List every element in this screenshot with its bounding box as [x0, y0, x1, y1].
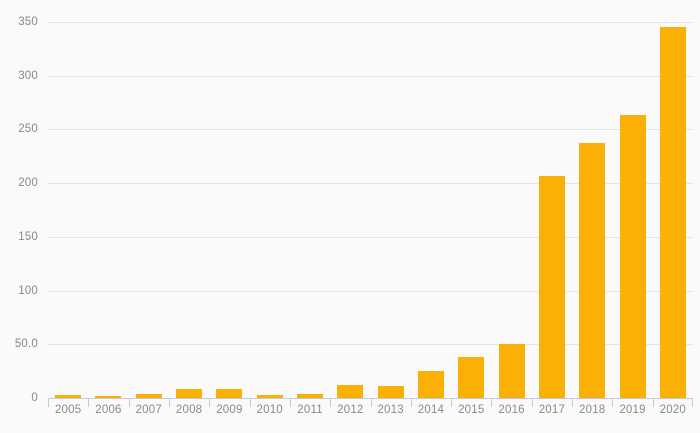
- gridline: [48, 236, 693, 238]
- gridline: [48, 75, 693, 77]
- x-axis-tick-label: 2006: [95, 404, 122, 416]
- x-axis-tick-label: 2020: [659, 404, 687, 416]
- x-axis-tick-label: 2010: [256, 404, 283, 416]
- x-axis-tick: [491, 398, 492, 407]
- x-axis-tick-label: 2014: [417, 404, 445, 416]
- gridline: [48, 290, 693, 292]
- x-axis-tick-label: 2018: [579, 404, 606, 416]
- x-axis-tick: [653, 398, 654, 407]
- x-axis-tick-label: 2011: [297, 404, 323, 416]
- x-axis-line: [48, 398, 693, 399]
- bar[interactable]: [55, 394, 82, 398]
- y-axis-tick-label: 0: [31, 392, 38, 404]
- x-axis-tick: [129, 398, 130, 407]
- x-axis-tick: [88, 398, 89, 407]
- x-axis-tick: [48, 398, 49, 407]
- x-axis-tick: [330, 398, 331, 407]
- bar[interactable]: [337, 385, 364, 398]
- bar[interactable]: [216, 389, 243, 398]
- x-axis-tick: [290, 398, 291, 407]
- x-axis-tick: [572, 398, 573, 407]
- x-axis-tick: [411, 398, 412, 407]
- x-axis-tick-label: 2007: [135, 404, 162, 416]
- bar[interactable]: [135, 393, 162, 398]
- x-axis-tick-label: 2016: [498, 404, 525, 416]
- x-axis-tick: [169, 398, 170, 407]
- y-axis-tick-label: 100: [18, 284, 38, 297]
- bar[interactable]: [498, 344, 525, 398]
- bar[interactable]: [377, 386, 404, 398]
- y-axis-tick-label: 350: [18, 16, 38, 28]
- bar[interactable]: [538, 175, 565, 398]
- bar[interactable]: [297, 393, 324, 398]
- gridline: [48, 129, 693, 131]
- bar[interactable]: [579, 143, 606, 398]
- y-axis-tick-label: 150: [18, 230, 38, 243]
- y-axis-tick-label: 300: [18, 69, 38, 82]
- gridline: [48, 22, 693, 23]
- bar[interactable]: [458, 357, 485, 398]
- x-axis-tick-label: 2013: [377, 404, 404, 416]
- bar[interactable]: [176, 389, 203, 398]
- y-axis-tick-label: 50.0: [14, 338, 38, 351]
- bar[interactable]: [417, 371, 444, 398]
- gridline: [48, 183, 693, 185]
- x-axis-tick-label: 2015: [458, 404, 485, 416]
- x-axis-tick: [250, 398, 251, 407]
- bar[interactable]: [619, 115, 646, 398]
- bar[interactable]: [95, 395, 122, 398]
- x-axis-tick: [371, 398, 372, 407]
- plot-area: [48, 22, 693, 398]
- x-axis-tick: [451, 398, 452, 407]
- y-axis-tick-label: 250: [18, 123, 38, 136]
- x-axis-tick: [612, 398, 613, 407]
- x-axis-tick-label: 2019: [619, 404, 646, 416]
- x-axis-tick: [209, 398, 210, 407]
- gridline: [48, 344, 693, 346]
- y-axis-tick-label: 200: [18, 177, 38, 190]
- x-axis-tick-label: 2008: [175, 404, 203, 416]
- x-axis-tick-label: 2005: [54, 404, 82, 416]
- x-axis-tick: [692, 398, 693, 407]
- bar[interactable]: [659, 27, 686, 398]
- x-axis-tick-label: 2009: [216, 404, 243, 416]
- bar[interactable]: [256, 394, 283, 398]
- x-axis-tick-label: 2017: [538, 404, 566, 416]
- x-axis-tick-label: 2012: [337, 404, 364, 416]
- x-axis-tick: [532, 398, 533, 407]
